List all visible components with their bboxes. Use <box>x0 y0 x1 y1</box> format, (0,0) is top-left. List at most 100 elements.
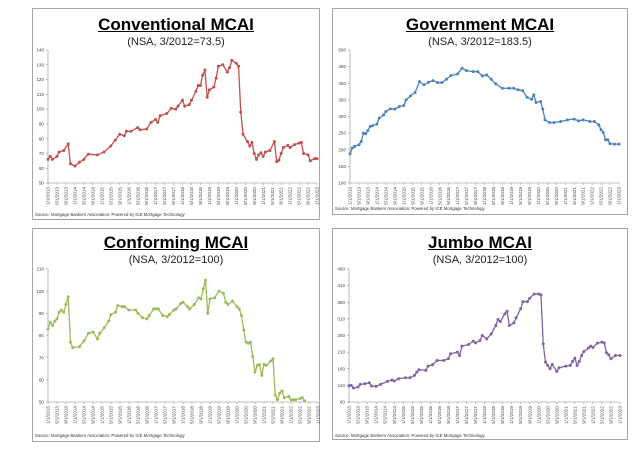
data-point <box>471 70 475 74</box>
x-tick-label: 9/1/2013 <box>64 406 69 424</box>
data-point <box>402 104 406 108</box>
x-tick-label: 5/1/2016 <box>136 406 141 424</box>
data-point <box>199 297 203 301</box>
data-point <box>246 341 250 345</box>
x-tick-label: 9/1/2015 <box>117 187 122 205</box>
chart-source: Source: Mortgage Bankers Association; Po… <box>335 206 485 211</box>
data-point <box>582 349 586 353</box>
x-tick-label: 5/1/2020 <box>545 187 550 205</box>
x-tick-label: 9/1/2016 <box>144 187 149 205</box>
data-point <box>147 314 151 318</box>
data-point <box>237 307 241 311</box>
y-tick-label: 60 <box>340 400 346 405</box>
y-tick-label: 300 <box>338 114 346 119</box>
x-tick-label: 9/1/2013 <box>365 406 370 424</box>
data-point <box>393 107 397 111</box>
series-line <box>47 59 317 167</box>
data-point <box>172 308 176 312</box>
data-point <box>367 381 371 385</box>
x-tick-label: 5/1/2014 <box>383 406 388 424</box>
data-point <box>262 362 266 366</box>
x-tick-label: 5/1/2017 <box>464 187 469 205</box>
data-point <box>308 159 312 163</box>
data-point <box>384 110 388 114</box>
x-tick-label: 1/1/2017 <box>153 187 158 205</box>
data-point <box>286 143 290 147</box>
x-tick-label: 5/1/2013 <box>357 187 362 205</box>
data-point <box>96 337 99 341</box>
x-tick-label: 1/1/2016 <box>428 187 433 205</box>
data-point <box>235 305 239 309</box>
data-point <box>154 307 158 311</box>
data-point <box>374 384 378 388</box>
data-point <box>485 337 489 341</box>
data-point <box>444 77 448 81</box>
x-tick-label: 9/1/2015 <box>118 406 123 424</box>
data-point <box>244 340 248 344</box>
data-point <box>532 93 536 97</box>
data-point <box>505 309 509 313</box>
x-tick-label: 5/1/2015 <box>410 406 415 424</box>
data-point <box>537 292 541 296</box>
x-tick-label: 9/1/2017 <box>473 406 478 424</box>
data-point <box>303 399 306 403</box>
y-tick-label: 410 <box>337 283 345 288</box>
data-point <box>589 344 593 348</box>
y-tick-label: 140 <box>36 48 44 53</box>
data-point <box>240 314 243 318</box>
data-point <box>498 320 502 324</box>
y-tick-label: 210 <box>337 350 345 355</box>
data-point <box>571 359 575 363</box>
x-tick-label: 1/1/2022 <box>590 187 595 205</box>
y-tick-label: 260 <box>337 333 345 338</box>
data-point <box>426 364 430 368</box>
data-point <box>68 162 72 166</box>
data-point <box>519 307 523 311</box>
x-tick-label: 1/1/2023 <box>315 187 320 205</box>
data-point <box>207 88 211 92</box>
data-point <box>249 340 252 344</box>
data-point <box>417 368 421 372</box>
data-point <box>347 384 351 388</box>
data-point <box>528 296 532 300</box>
data-point <box>455 350 459 354</box>
x-tick-label: 5/1/2022 <box>600 406 605 424</box>
data-point <box>417 80 421 84</box>
data-point <box>276 398 279 402</box>
data-point <box>216 64 220 68</box>
data-point <box>591 345 595 349</box>
y-tick-label: 100 <box>36 107 44 112</box>
data-point <box>113 138 117 142</box>
x-tick-label: 5/1/2016 <box>437 187 442 205</box>
data-point <box>313 157 317 161</box>
y-tick-label: 310 <box>337 316 345 321</box>
data-point <box>55 317 59 321</box>
government-chart-panel: Government MCAI (NSA, 3/2012=183.5) Sour… <box>332 8 628 215</box>
data-point <box>136 311 140 315</box>
data-point <box>181 98 184 102</box>
data-point <box>489 332 493 336</box>
data-point <box>485 73 489 77</box>
data-point <box>60 308 63 312</box>
data-point <box>375 122 379 126</box>
data-point <box>300 396 304 400</box>
data-point <box>221 63 225 67</box>
data-point <box>390 378 394 382</box>
data-point <box>263 150 267 154</box>
data-point <box>521 300 525 304</box>
y-tick-label: 60 <box>39 377 45 382</box>
y-tick-label: 120 <box>36 77 44 82</box>
data-point <box>82 157 86 161</box>
x-tick-label: 9/1/2019 <box>225 187 230 205</box>
data-point <box>149 120 153 124</box>
data-point <box>404 98 408 102</box>
data-point <box>152 307 156 311</box>
y-tick-label: 250 <box>338 131 346 136</box>
data-point <box>123 305 126 309</box>
chart-source: Source: Mortgage Bankers Association; Po… <box>35 433 185 438</box>
x-tick-label: 5/1/2015 <box>109 406 114 424</box>
data-point <box>521 89 525 93</box>
data-point <box>397 105 401 109</box>
x-tick-label: 9/1/2014 <box>90 187 95 205</box>
data-point <box>165 112 169 116</box>
